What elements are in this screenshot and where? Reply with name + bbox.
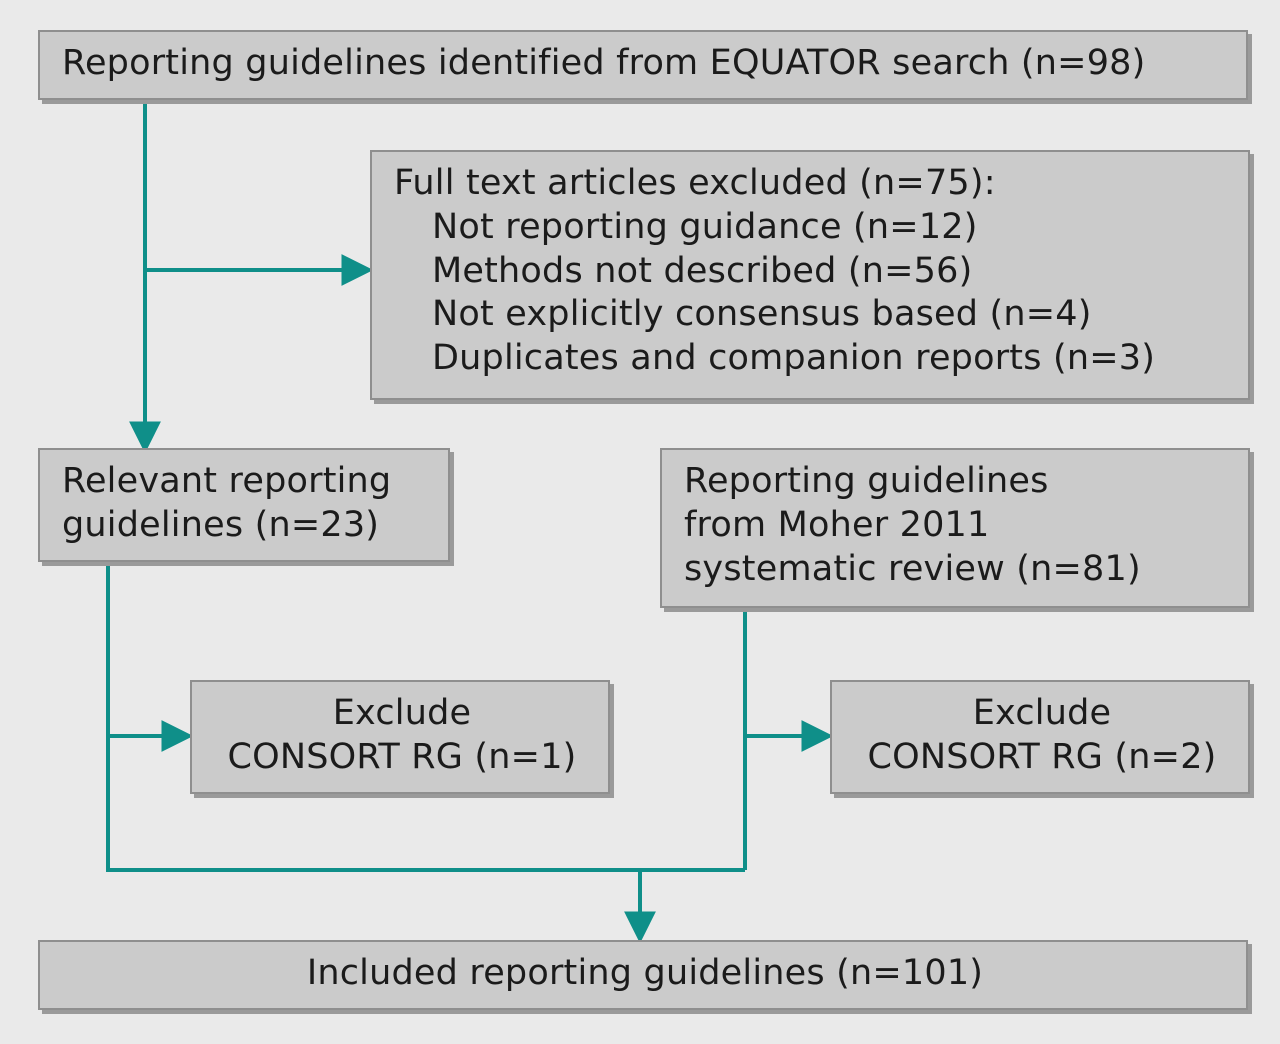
node-text-line: Exclude (973, 693, 1112, 733)
node-exclude-consort-2: Exclude CONSORT RG (n=2) (830, 680, 1250, 794)
node-text-line: CONSORT RG (n=2) (867, 737, 1216, 777)
excluded-line: Duplicates and companion reports (n=3) (394, 337, 1230, 381)
node-exclude-consort-1: Exclude CONSORT RG (n=1) (190, 680, 610, 794)
node-fulltext-excluded: Full text articles excluded (n=75): Not … (370, 150, 1250, 400)
excluded-line: Not explicitly consensus based (n=4) (394, 293, 1230, 337)
node-moher-2011: Reporting guidelines from Moher 2011 sys… (660, 448, 1250, 608)
node-relevant-guidelines: Relevant reporting guidelines (n=23) (38, 448, 450, 562)
node-equator-search: Reporting guidelines identified from EQU… (38, 30, 1248, 100)
excluded-line: Not reporting guidance (n=12) (394, 206, 1230, 250)
node-text-line: Exclude (333, 693, 472, 733)
flowchart-stage: Reporting guidelines identified from EQU… (0, 0, 1280, 1044)
node-text-line: Relevant reporting (62, 461, 391, 501)
node-text: Full text articles excluded (n=75): (394, 163, 996, 203)
node-text-line: systematic review (n=81) (684, 549, 1141, 589)
excluded-line: Methods not described (n=56) (394, 250, 1230, 294)
node-text-line: CONSORT RG (n=1) (227, 737, 576, 777)
node-text-line: from Moher 2011 (684, 505, 990, 545)
node-text-line: guidelines (n=23) (62, 505, 379, 545)
node-included-guidelines: Included reporting guidelines (n=101) (38, 940, 1248, 1010)
node-text: Reporting guidelines identified from EQU… (62, 43, 1146, 83)
node-text: Included reporting guidelines (n=101) (307, 953, 983, 993)
node-text-line: Reporting guidelines (684, 461, 1049, 501)
